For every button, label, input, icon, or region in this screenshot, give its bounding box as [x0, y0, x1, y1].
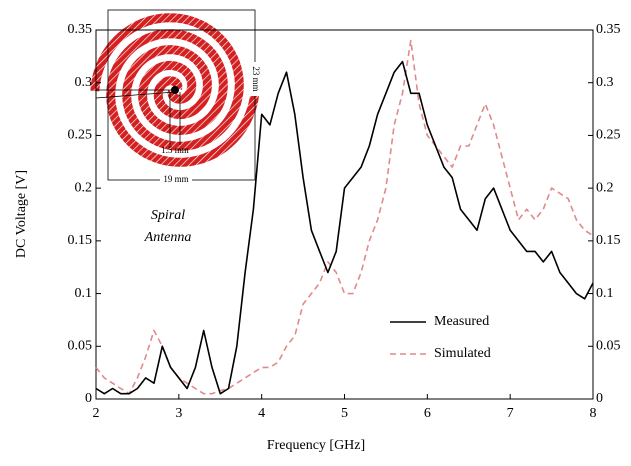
y2-tick-label: 0.15	[596, 233, 621, 248]
y-tick-label: 0.35	[68, 22, 93, 37]
legend-label: Simulated	[434, 346, 491, 361]
y-axis-label: DC Voltage [V]	[14, 170, 29, 258]
inset-label: 19 mm	[163, 174, 188, 184]
x-tick-label: 7	[507, 406, 514, 421]
y2-tick-label: 0.05	[596, 339, 621, 354]
x-axis-label: Frequency [GHz]	[267, 438, 365, 453]
inset-label: 23 mm	[251, 66, 261, 91]
label-bg	[160, 174, 192, 186]
x-tick-label: 3	[175, 406, 182, 421]
y2-tick-label: 0.1	[596, 286, 614, 301]
pointer	[95, 91, 176, 99]
legend-label: Measured	[434, 314, 489, 329]
inset-label: 1.5 mm	[161, 145, 189, 155]
y-tick-label: 0.2	[75, 180, 93, 195]
x-tick-label: 4	[258, 406, 265, 421]
y-tick-label: 0.05	[68, 339, 93, 354]
y-tick-label: 0.25	[68, 128, 93, 143]
antenna-inset: 1.5 mm 19 mm 23 mm	[90, 9, 261, 186]
y2-tick-label: 0.2	[596, 180, 614, 195]
series-line	[95, 60, 594, 395]
y-tick-label: 0	[85, 391, 92, 406]
y-tick-label: 0.1	[75, 286, 93, 301]
spiral-arm	[106, 29, 260, 167]
y-tick-label: 0.15	[68, 233, 93, 248]
label-bg	[249, 62, 261, 96]
annotation: Spiral	[151, 208, 185, 223]
y2-tick-label: 0.25	[596, 128, 621, 143]
annotation: Antenna	[144, 230, 192, 245]
x-tick-label: 5	[341, 406, 348, 421]
x-tick-label: 8	[590, 406, 597, 421]
y-tick-label: 0.3	[75, 75, 93, 90]
y2-tick-label: 0.3	[596, 75, 614, 90]
y2-tick-label: 0.35	[596, 22, 621, 37]
x-tick-label: 6	[424, 406, 431, 421]
x-tick-label: 2	[93, 406, 100, 421]
y2-tick-label: 0	[596, 391, 603, 406]
